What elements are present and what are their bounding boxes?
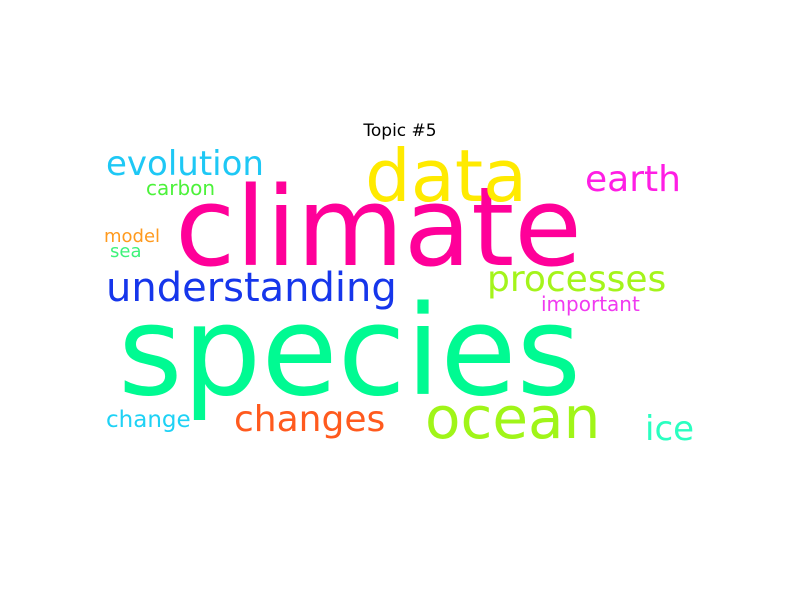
word-model: model (104, 226, 161, 247)
word-important: important (541, 292, 640, 316)
word-ocean: ocean (425, 384, 601, 452)
word-species: species (118, 280, 582, 424)
word-changes: changes (234, 399, 386, 440)
word-climate: climate (175, 163, 582, 291)
word-earth: earth (585, 159, 681, 200)
word-sea: sea (110, 241, 142, 262)
word-evolution: evolution (106, 144, 264, 184)
word-carbon: carbon (146, 176, 216, 200)
word-data: data (365, 134, 528, 218)
chart-title: Topic #5 (363, 121, 437, 141)
word-processes: processes (487, 259, 667, 300)
word-ice: ice (645, 409, 695, 449)
word-change: change (106, 407, 191, 433)
word-understanding: understanding (106, 265, 397, 311)
